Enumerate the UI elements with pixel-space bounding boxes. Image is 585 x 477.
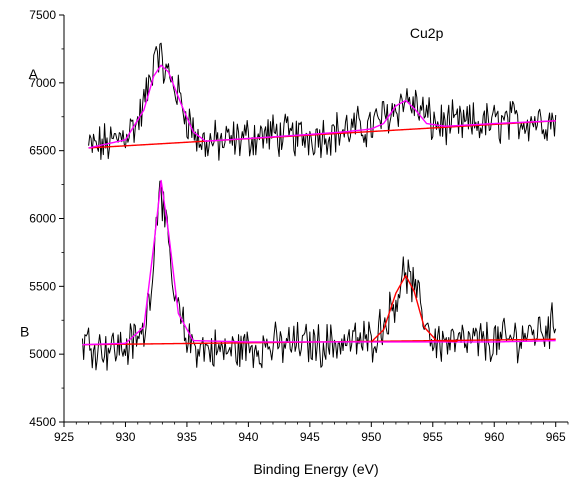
x-tick-label: 945	[300, 430, 320, 444]
annotation-cu2p: Cu2p	[410, 25, 444, 41]
series-raw-data-b	[81, 180, 557, 371]
series-baseline-a	[88, 120, 556, 149]
x-tick-label: 950	[361, 430, 381, 444]
y-axis: 4500 5000 5500 6000 6500 7000 7500	[29, 8, 64, 429]
x-axis: 925 930 935 940 945 950 955 960 965	[54, 422, 569, 444]
annotation-b: B	[20, 324, 29, 340]
series-fit-envelope-a	[88, 64, 556, 149]
x-tick-label: 960	[484, 430, 504, 444]
x-tick-label: 940	[238, 430, 258, 444]
plot-area	[81, 42, 557, 371]
x-tick-label: 965	[546, 430, 566, 444]
x-tick-label: 935	[177, 430, 197, 444]
y-tick-label: 6500	[29, 144, 56, 158]
annotation-a: A	[29, 66, 39, 82]
x-tick-label: 930	[115, 430, 135, 444]
y-tick-label: 5500	[29, 279, 56, 293]
series-fit-envelope-b	[82, 179, 556, 346]
x-tick-label: 955	[423, 430, 443, 444]
y-tick-label: 4500	[29, 415, 56, 429]
y-tick-label: 7500	[29, 8, 56, 22]
series-peak-fit-b	[370, 274, 458, 343]
y-tick-label: 5000	[29, 347, 56, 361]
annotations: Cu2p A B	[20, 25, 444, 339]
x-axis-title: Binding Energy (eV)	[253, 461, 378, 477]
y-tick-label: 6000	[29, 212, 56, 226]
series-raw-data-a	[88, 42, 557, 161]
y-tick-label: 7000	[29, 76, 56, 90]
x-tick-label: 925	[54, 430, 74, 444]
